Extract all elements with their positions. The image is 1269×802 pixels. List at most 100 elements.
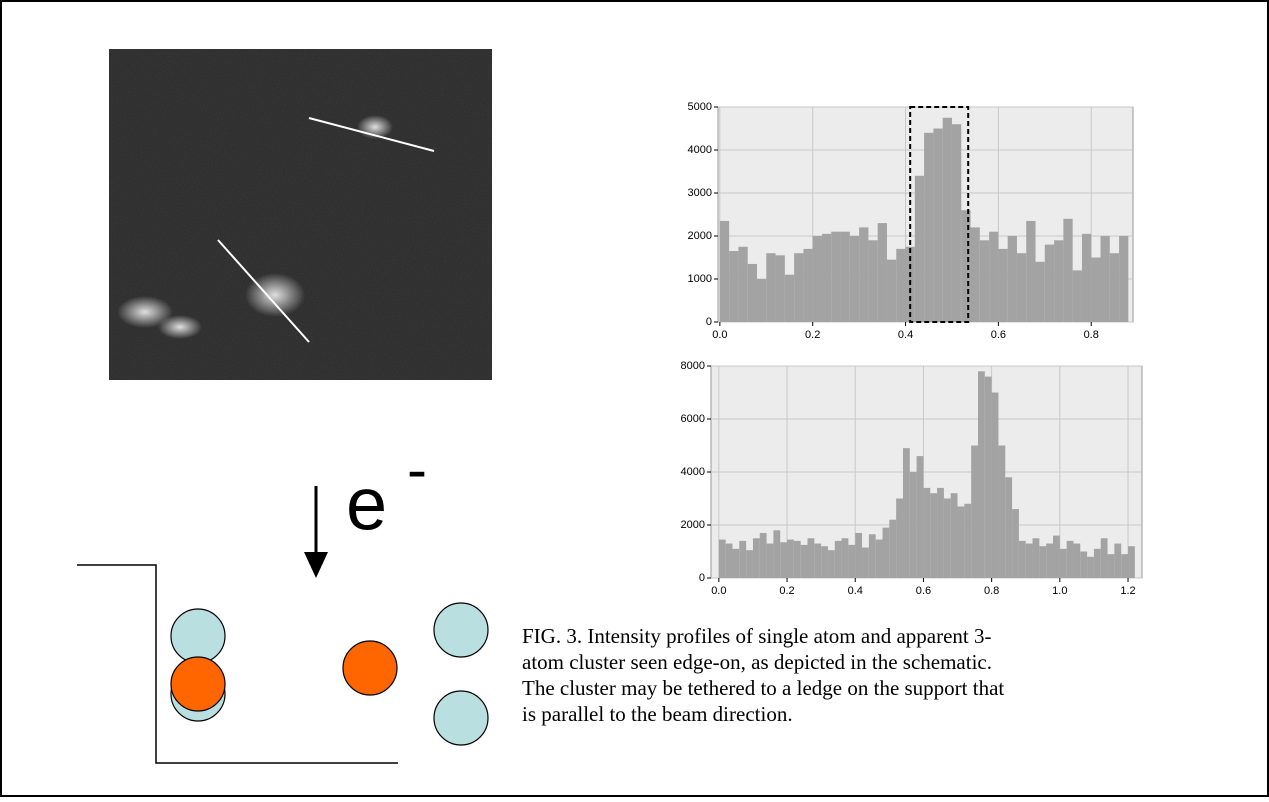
y-tick-label: 8000: [681, 360, 705, 372]
bar: [827, 550, 835, 578]
charts: 0 1000 2000 3000 4000 5000 0.0 0.2 0.4 0.6 0.8 0 200…: [681, 101, 1143, 597]
bar: [1005, 477, 1013, 578]
bar: [759, 532, 767, 578]
bar: [718, 539, 726, 578]
bar: [738, 246, 748, 322]
bar: [848, 544, 856, 578]
bar: [882, 527, 890, 578]
bar: [875, 539, 883, 578]
bar: [814, 543, 822, 578]
bar: [886, 259, 897, 322]
y-tick-label: 4000: [688, 144, 712, 156]
bar: [732, 548, 740, 578]
x-tick-label: 0.2: [805, 329, 820, 341]
bar: [812, 236, 822, 322]
bar: [834, 540, 842, 578]
bar: [746, 550, 753, 578]
bar: [889, 519, 897, 578]
bar: [1035, 261, 1045, 322]
bar: [756, 279, 767, 322]
bar: [1121, 554, 1129, 578]
bar: [930, 493, 938, 578]
bar: [950, 493, 958, 578]
bar: [923, 487, 931, 578]
beam-label-sup: -: [407, 436, 427, 503]
bar: [1054, 240, 1064, 322]
bar: [862, 547, 869, 578]
x-tick-label: 0.6: [916, 585, 931, 597]
micrograph: [109, 49, 492, 380]
bar: [1039, 546, 1047, 578]
y-tick-label: 2000: [681, 519, 705, 531]
bar: [1100, 538, 1108, 578]
bar: [1066, 540, 1074, 578]
caption-line: FIG. 3. Intensity profiles of single ato…: [522, 624, 991, 648]
y-tick-label: 1000: [688, 273, 712, 285]
bar: [766, 253, 776, 322]
bar: [729, 251, 739, 322]
bar: [800, 544, 808, 578]
bar: [1081, 233, 1092, 322]
x-tick-label: 1.0: [1052, 585, 1067, 597]
bar: [1093, 548, 1101, 578]
bar: [840, 231, 850, 322]
y-tick-label: 6000: [681, 413, 705, 425]
y-tick-label: 0: [706, 316, 712, 328]
bar: [821, 233, 832, 322]
bar: [766, 543, 774, 578]
bar: [1046, 543, 1054, 578]
bar: [970, 227, 980, 322]
bar: [794, 253, 804, 322]
bar: [909, 472, 917, 578]
bar: [1053, 535, 1060, 578]
bar: [998, 445, 1006, 578]
bar: [1018, 540, 1026, 578]
bar: [849, 236, 860, 322]
bar: [1114, 543, 1122, 578]
bar: [896, 248, 906, 322]
bar: [933, 128, 943, 322]
bar: [1119, 236, 1129, 322]
bar: [971, 445, 978, 578]
bar: [747, 263, 757, 322]
bar: [831, 231, 841, 322]
x-tick-label: 0.0: [712, 329, 727, 341]
bar: [1091, 257, 1101, 322]
bar: [1044, 244, 1055, 322]
x-tick-label: 0.4: [898, 329, 913, 341]
bar: [1107, 554, 1115, 578]
x-tick-label: 1.2: [1120, 585, 1135, 597]
bar: [924, 132, 934, 322]
bar: [752, 538, 760, 578]
x-tick-label: 0.6: [991, 329, 1006, 341]
bar: [961, 210, 971, 322]
bar: [868, 534, 876, 578]
bar: [855, 532, 863, 578]
bar: [773, 530, 781, 578]
bar: [793, 540, 801, 578]
bar: [979, 240, 990, 322]
bar: [896, 498, 903, 578]
bar: [1007, 236, 1017, 322]
bar: [1109, 253, 1120, 322]
bar: [739, 540, 747, 578]
bar: [914, 175, 925, 322]
bar: [943, 498, 951, 578]
y-tick-label: 3000: [688, 187, 712, 199]
bar: [1016, 253, 1027, 322]
y-tick-label: 4000: [681, 466, 705, 478]
bar: [1128, 546, 1135, 578]
caption: FIG. 3. Intensity profiles of single ato…: [522, 624, 1004, 726]
x-tick-label: 0.4: [848, 585, 863, 597]
bar: [719, 220, 730, 322]
bar: [1072, 270, 1082, 322]
bar: [1087, 556, 1094, 578]
bar: [964, 503, 972, 578]
y-tick-label: 2000: [688, 230, 712, 242]
x-tick-label: 0.2: [779, 585, 794, 597]
y-tick-label: 5000: [688, 101, 712, 113]
bar: [1025, 543, 1033, 578]
